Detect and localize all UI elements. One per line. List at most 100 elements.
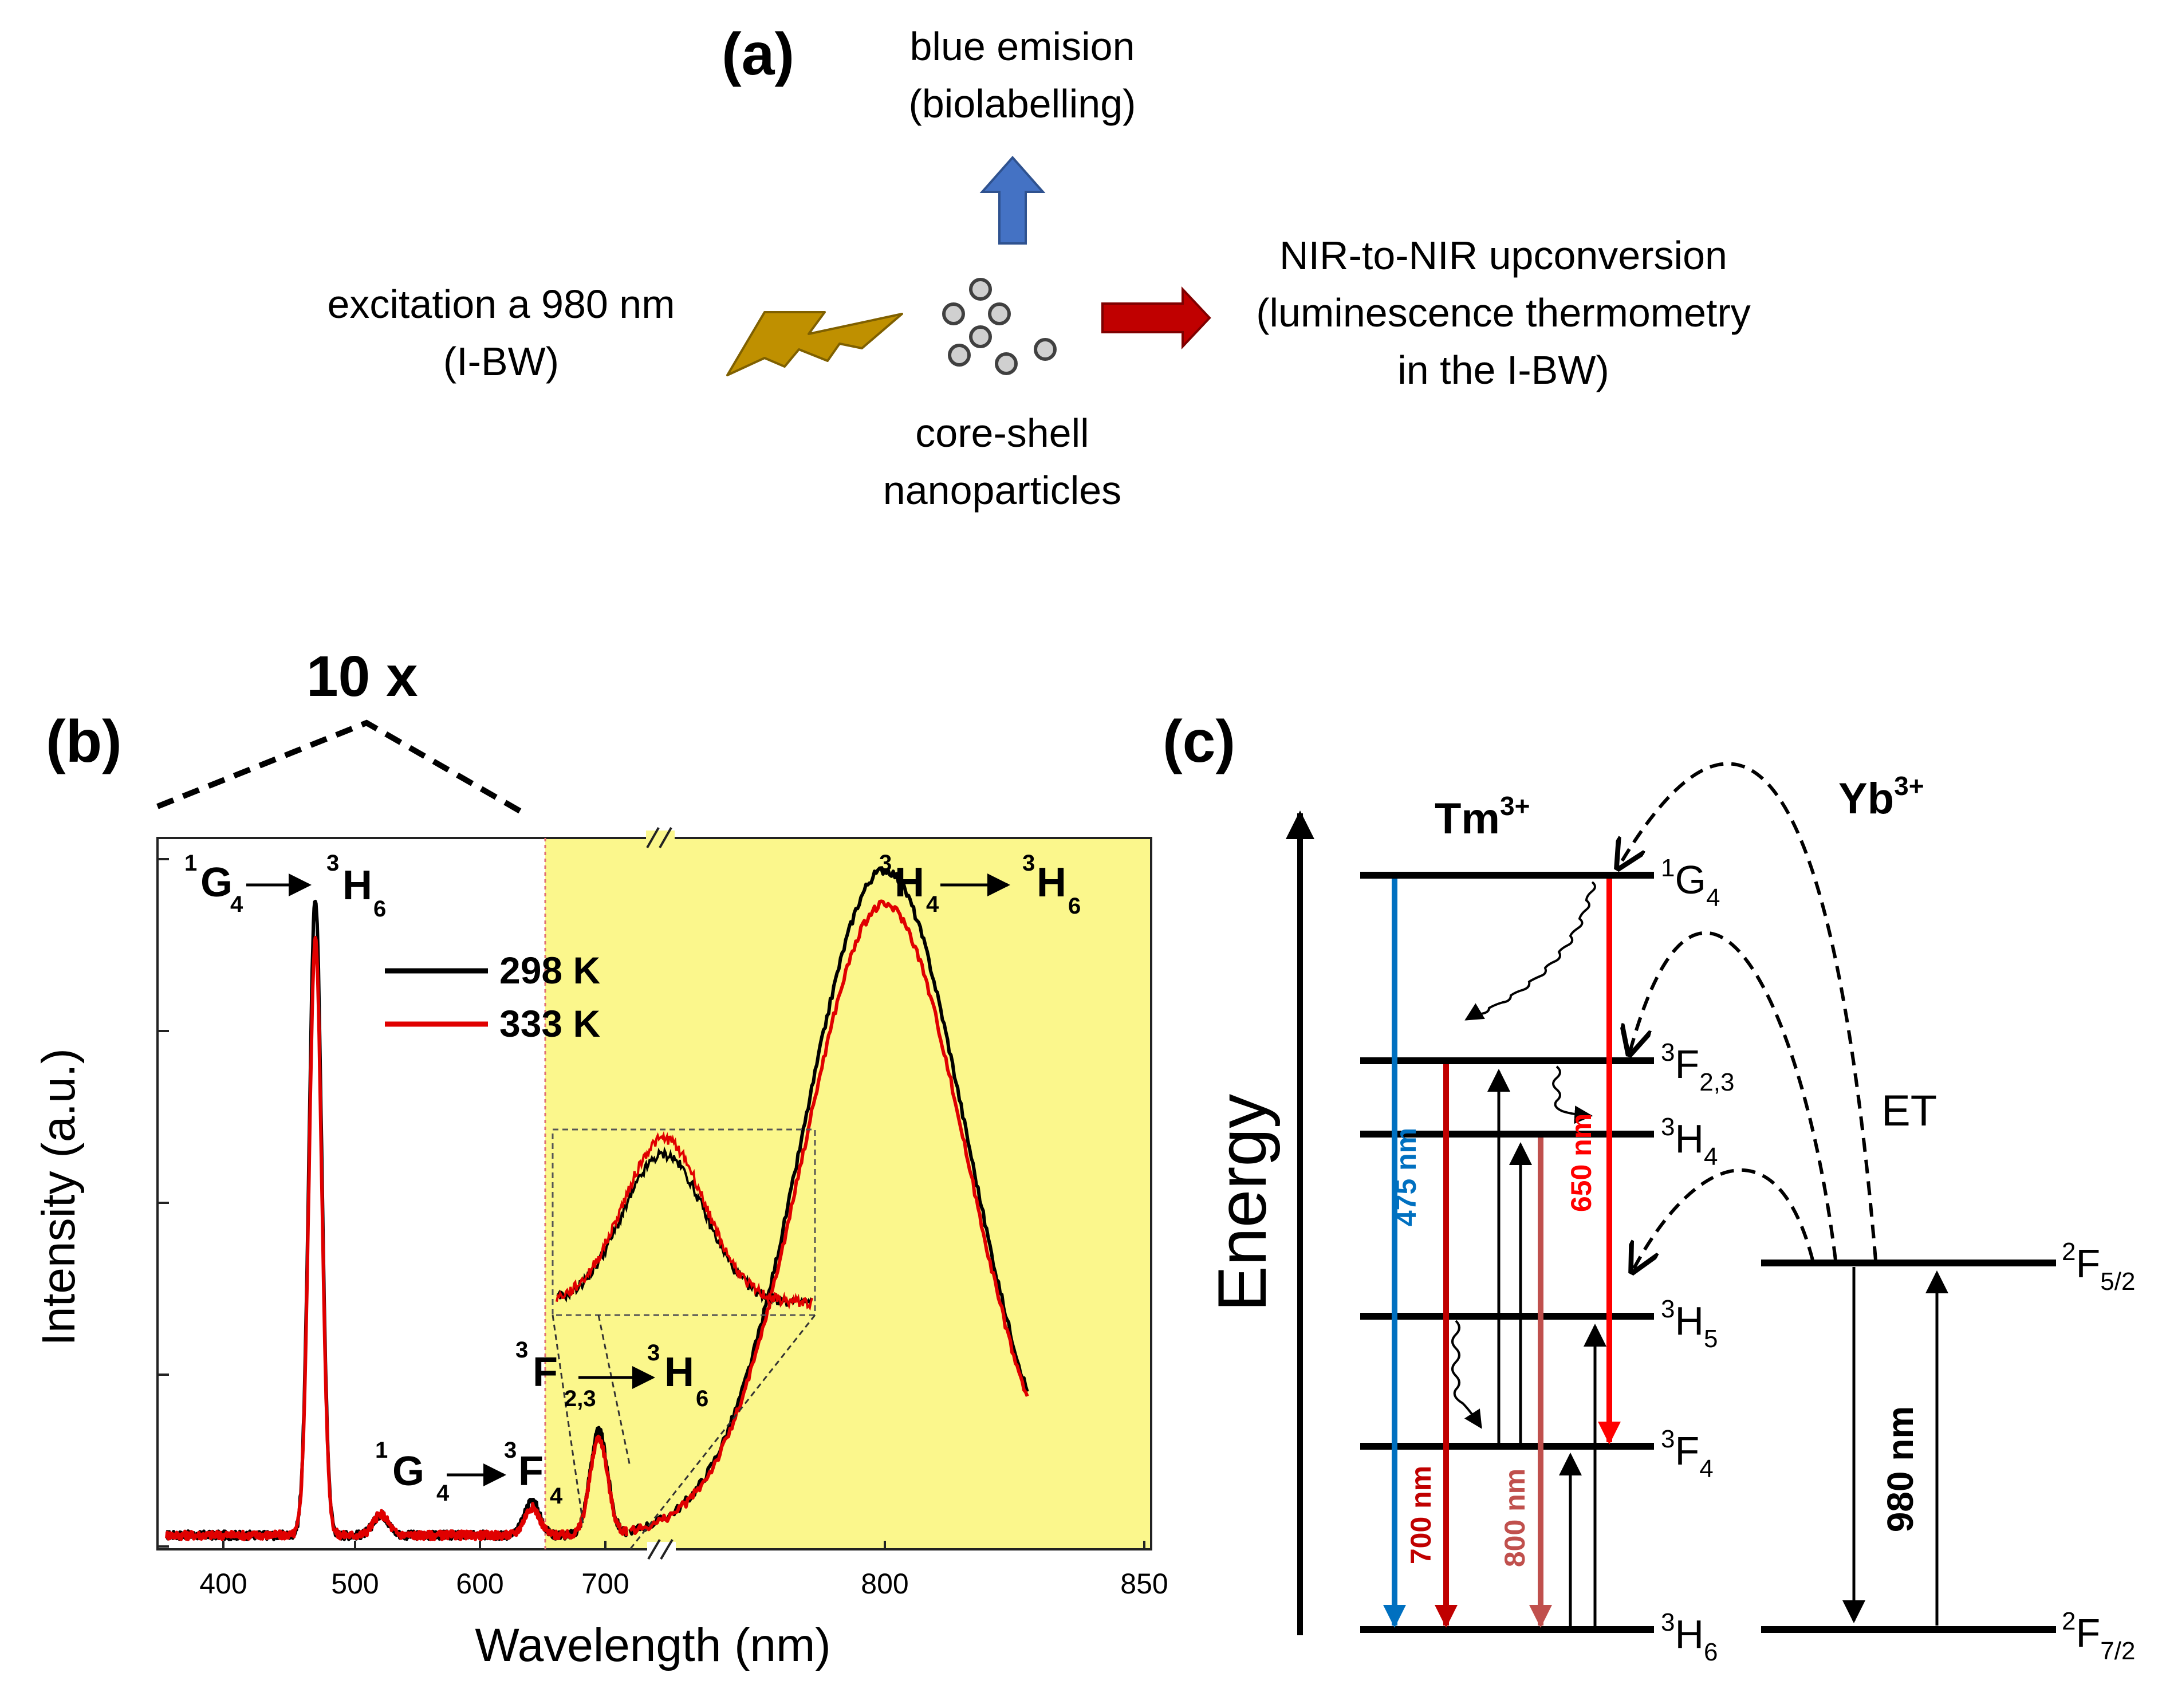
inset-spectra <box>556 1131 813 1311</box>
panel-c: (c) Energy Tm3+ Yb3+ 1G4 3F2,3 3H4 3H5 3… <box>1163 709 2135 1666</box>
panel-a-label: (a) <box>722 21 794 88</box>
label-f23-h6: 3 F 2,3 3 H 6 <box>515 1337 708 1411</box>
label-475: 475 nm <box>1390 1128 1422 1226</box>
svg-text:H: H <box>342 863 372 908</box>
svg-text:6: 6 <box>696 1386 708 1411</box>
label-980: 980 nm <box>1880 1406 1921 1533</box>
blue-emission-line2: (biolabelling) <box>909 81 1136 126</box>
level-label-2f72: 2F7/2 <box>2062 1607 2135 1665</box>
svg-text:1: 1 <box>184 851 197 876</box>
panel-b-label: (b) <box>46 709 122 775</box>
svg-text:G: G <box>200 860 233 906</box>
svg-text:6: 6 <box>373 896 386 922</box>
particles-line1: core-shell <box>915 411 1089 455</box>
magnification-bracket <box>156 719 526 816</box>
inset-box <box>552 1128 816 1316</box>
energy-transfer-arcs <box>1618 762 1877 1272</box>
svg-text:800: 800 <box>861 1568 908 1600</box>
legend-label-333: 333 K <box>499 1002 600 1045</box>
blue-emission-line1: blue emision <box>910 24 1135 69</box>
svg-text:H: H <box>895 860 924 906</box>
svg-text:3: 3 <box>326 851 339 876</box>
yb-label: Yb3+ <box>1838 771 1924 823</box>
svg-text:F: F <box>518 1449 544 1494</box>
tm-level-labels: 1G4 3F2,3 3H4 3H5 3F4 3H6 <box>1661 854 1734 1666</box>
svg-text:400: 400 <box>199 1568 247 1600</box>
x-axis-title: Wavelength (nm) <box>475 1619 830 1671</box>
svg-text:2,3: 2,3 <box>564 1386 596 1411</box>
inset-connector-right <box>597 1315 631 1467</box>
y-axis-title: Intensity (a.u.) <box>33 1048 85 1346</box>
level-label-3h6: 3H6 <box>1661 1608 1718 1666</box>
nir-line2: (luminescence thermometry <box>1256 290 1751 335</box>
svg-text:6: 6 <box>1068 894 1081 919</box>
svg-text:3: 3 <box>515 1337 528 1363</box>
level-label-2f52: 2F5/2 <box>2062 1238 2135 1296</box>
series-333-k-seg0 <box>165 935 628 1541</box>
nanoparticles-icon <box>942 278 1057 375</box>
lightning-bolt-icon <box>726 311 903 376</box>
yb-level-labels: 2F5/2 2F7/2 <box>2062 1238 2135 1665</box>
svg-text:G: G <box>392 1449 424 1494</box>
svg-text:3: 3 <box>504 1438 517 1463</box>
excitation-line1: excitation a 980 nm <box>327 282 675 326</box>
highlight-region <box>545 838 1151 1549</box>
legend: 298 K 333 K <box>385 949 600 1045</box>
legend-label-298: 298 K <box>499 949 600 991</box>
axis-break-top <box>646 827 675 848</box>
svg-text:3: 3 <box>647 1340 660 1365</box>
level-label-3f23: 3F2,3 <box>1661 1038 1734 1096</box>
svg-text:1: 1 <box>375 1438 388 1463</box>
spectra <box>165 866 1029 1541</box>
label-g4-h6: 1 G 4 3 H 6 <box>184 851 386 922</box>
x-tick-400: 400 <box>199 1541 247 1600</box>
label-650: 650 nm <box>1565 1113 1597 1212</box>
energy-axis-label: Energy <box>1204 1094 1281 1312</box>
svg-text:3: 3 <box>879 851 892 876</box>
excitation-line2: (I-BW) <box>443 339 559 384</box>
tm-levels <box>1360 872 1654 1633</box>
axis-break-bottom <box>647 1538 676 1560</box>
x-tick-800: 800 <box>861 1541 909 1600</box>
level-label-3h4: 3H4 <box>1661 1113 1718 1171</box>
panel-b: (b) 10 x 400 500 600 700 800 850 <box>33 644 1168 1671</box>
svg-text:4: 4 <box>436 1481 450 1506</box>
nonrad-3f23-3h4 <box>1552 1065 1593 1124</box>
nonrad-1g4-3f23 <box>1464 881 1596 1021</box>
x-tick-700: 700 <box>581 1541 629 1600</box>
panel-a: (a) blue emision (biolabelling) excitati… <box>327 21 1750 513</box>
blue-up-arrow <box>979 155 1046 245</box>
inset-connector-far <box>629 1315 816 1550</box>
label-h4-h6: 3 H 4 3 H 6 <box>879 851 1081 919</box>
label-g4-f4: 1 G 4 3 F 4 <box>375 1438 563 1509</box>
yb-levels <box>1761 1260 2056 1633</box>
y-ticks <box>157 858 169 1548</box>
x-tick-850: 850 <box>1120 1541 1168 1600</box>
level-label-3f4: 3F4 <box>1661 1425 1714 1483</box>
x-ticks: 400 500 600 700 800 850 <box>199 1541 1168 1600</box>
svg-text:600: 600 <box>456 1568 503 1600</box>
svg-text:850: 850 <box>1120 1568 1168 1600</box>
svg-text:500: 500 <box>331 1568 379 1600</box>
series-333-k-seg1 <box>629 899 1029 1535</box>
nir-line1: NIR-to-NIR upconversion <box>1279 233 1727 278</box>
inset-series-333-k <box>556 1131 813 1311</box>
et-label: ET <box>1881 1087 1937 1135</box>
level-label-1g4: 1G4 <box>1661 854 1720 912</box>
inset-connector-left <box>552 1315 584 1524</box>
red-right-arrow <box>1101 286 1211 350</box>
absorption-arrows <box>1487 1069 1948 1627</box>
x-tick-600: 600 <box>456 1541 504 1600</box>
magnification-label: 10 x <box>306 644 418 709</box>
nir-line3: in the I-BW) <box>1397 348 1609 392</box>
svg-text:700: 700 <box>581 1568 629 1600</box>
x-tick-500: 500 <box>331 1541 379 1600</box>
tm-label: Tm3+ <box>1435 791 1530 843</box>
particles-line2: nanoparticles <box>883 468 1121 513</box>
svg-text:H: H <box>1037 860 1066 906</box>
svg-text:H: H <box>664 1349 694 1395</box>
nonrad-3h5-3f4 <box>1451 1320 1482 1429</box>
svg-text:3: 3 <box>1022 851 1035 876</box>
level-label-3h5: 3H5 <box>1661 1295 1718 1353</box>
label-800: 800 nm <box>1499 1469 1531 1567</box>
